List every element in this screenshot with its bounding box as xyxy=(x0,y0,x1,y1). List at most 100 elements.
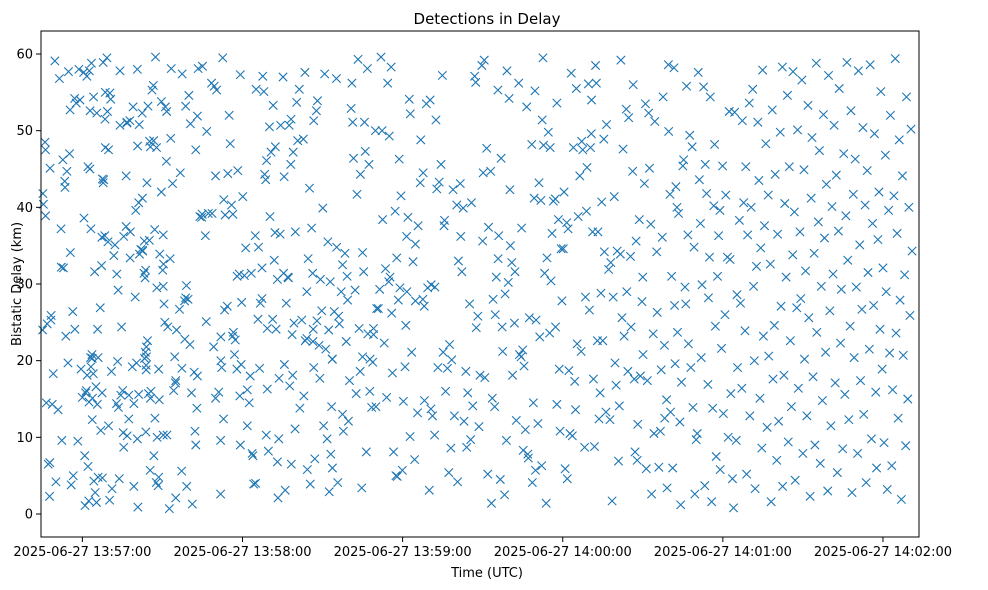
data-point xyxy=(624,113,634,123)
data-point xyxy=(119,442,129,452)
data-point xyxy=(550,322,561,332)
data-point xyxy=(554,364,564,374)
data-point xyxy=(355,366,365,376)
data-point xyxy=(570,405,581,415)
data-point xyxy=(591,78,601,88)
data-point xyxy=(392,471,402,482)
y-tick-label: 20 xyxy=(16,354,33,369)
data-point xyxy=(730,107,740,117)
data-point xyxy=(749,356,759,366)
data-point xyxy=(790,475,800,485)
data-point xyxy=(87,393,98,403)
data-point xyxy=(844,415,854,425)
data-point xyxy=(676,377,687,387)
data-point xyxy=(279,359,289,370)
data-point xyxy=(359,117,370,127)
data-point xyxy=(302,287,312,297)
y-axis-ticks: 0 10 20 30 40 50 60 xyxy=(16,48,41,523)
data-point xyxy=(326,449,336,459)
data-point xyxy=(57,435,67,445)
data-point xyxy=(41,398,51,408)
data-point xyxy=(455,178,465,189)
data-point xyxy=(432,184,442,194)
data-point xyxy=(113,356,123,367)
data-point xyxy=(309,116,319,126)
data-point xyxy=(247,448,257,459)
data-point xyxy=(370,126,380,136)
data-point xyxy=(217,362,227,373)
data-point xyxy=(229,349,240,360)
data-point xyxy=(210,171,221,181)
data-point xyxy=(121,171,131,181)
data-point xyxy=(892,228,902,238)
data-point xyxy=(86,58,97,68)
data-point xyxy=(286,114,296,124)
data-point xyxy=(503,277,513,288)
data-point xyxy=(784,162,794,172)
data-point xyxy=(490,310,500,320)
data-point xyxy=(444,468,454,478)
data-point xyxy=(764,351,774,361)
data-point xyxy=(601,119,612,130)
data-point xyxy=(630,447,640,457)
data-point xyxy=(700,481,710,491)
data-point xyxy=(390,206,400,216)
data-point xyxy=(697,280,707,290)
data-point xyxy=(81,385,91,396)
data-point xyxy=(507,370,518,380)
data-point xyxy=(878,263,888,273)
data-point xyxy=(538,140,549,150)
data-point xyxy=(315,274,326,284)
data-point xyxy=(177,363,187,373)
data-point xyxy=(50,56,60,66)
data-point xyxy=(392,253,402,263)
data-point xyxy=(325,277,335,287)
data-point xyxy=(843,255,853,265)
data-point xyxy=(486,166,496,176)
data-point xyxy=(842,57,852,68)
data-point xyxy=(364,159,374,169)
data-point xyxy=(106,94,116,104)
data-point xyxy=(483,222,494,232)
data-point xyxy=(150,224,160,235)
data-point xyxy=(434,177,444,187)
data-point xyxy=(590,60,601,71)
data-point xyxy=(419,301,429,311)
data-point xyxy=(564,366,574,376)
data-point xyxy=(828,269,838,279)
data-point xyxy=(237,297,247,307)
data-point xyxy=(665,407,676,417)
data-point xyxy=(585,142,596,153)
data-point xyxy=(65,247,75,258)
data-point xyxy=(804,313,814,323)
data-point xyxy=(104,495,115,505)
data-point xyxy=(343,416,354,426)
data-point xyxy=(86,224,96,234)
data-point xyxy=(811,58,821,68)
data-point xyxy=(581,206,592,216)
data-point xyxy=(332,242,342,252)
data-point xyxy=(218,53,228,63)
data-point xyxy=(242,421,252,431)
data-point xyxy=(737,383,747,393)
data-point xyxy=(317,306,327,316)
data-point xyxy=(777,62,787,72)
data-point xyxy=(778,481,788,491)
data-point xyxy=(478,168,488,178)
data-point xyxy=(875,324,885,334)
data-point xyxy=(559,187,569,197)
data-point xyxy=(214,387,224,397)
data-point xyxy=(694,175,704,185)
data-point xyxy=(813,217,823,227)
data-point xyxy=(327,463,338,473)
data-point xyxy=(829,120,839,130)
data-point xyxy=(268,100,278,110)
data-point xyxy=(877,364,887,374)
data-point xyxy=(705,92,715,102)
data-point xyxy=(134,119,144,130)
data-point xyxy=(353,54,363,64)
data-point xyxy=(604,264,614,275)
data-point xyxy=(690,489,700,499)
data-point xyxy=(861,477,871,488)
data-point xyxy=(310,454,320,464)
